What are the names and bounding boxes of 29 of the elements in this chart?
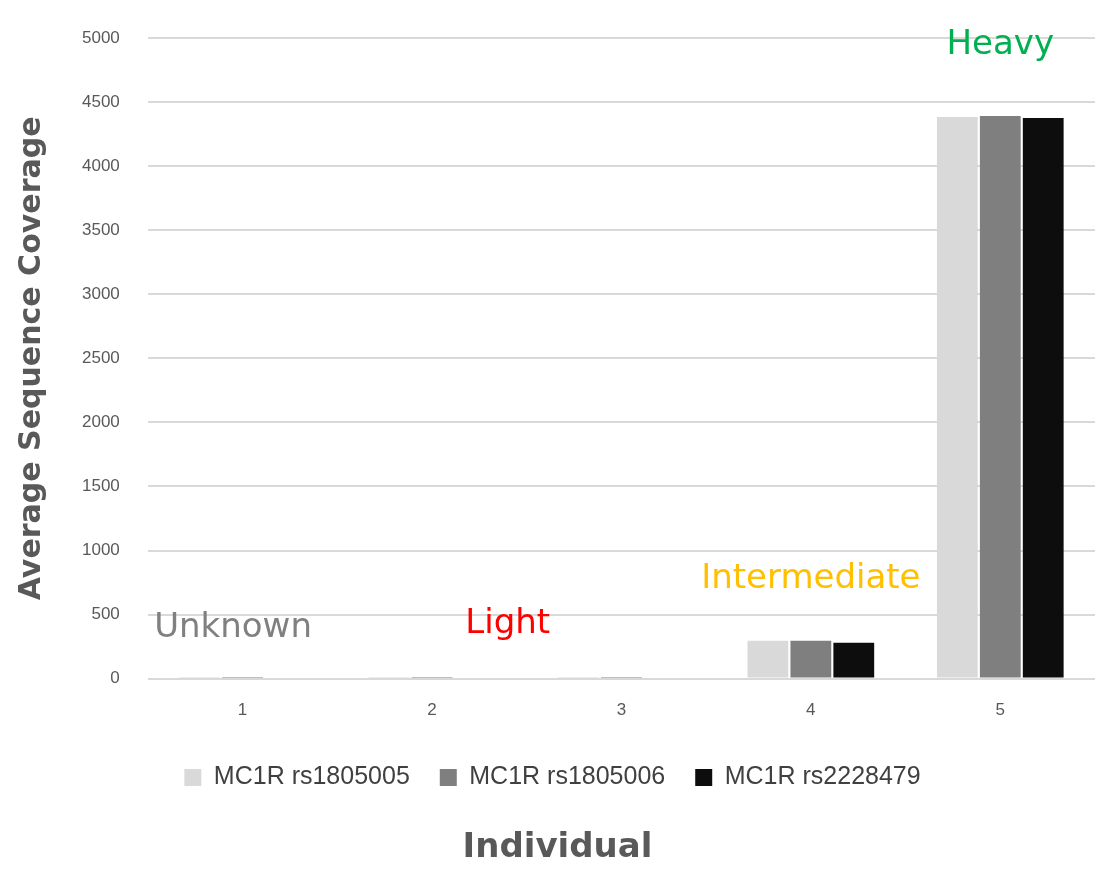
y-axis-title: Average Sequence Coverage bbox=[11, 116, 47, 601]
legend-label: MC1R rs1805006 bbox=[469, 761, 666, 790]
bar bbox=[790, 640, 832, 678]
y-tick-label: 1500 bbox=[81, 476, 120, 496]
y-tick-label: 4500 bbox=[81, 91, 120, 111]
bar bbox=[979, 115, 1021, 678]
y-tick-label: 0 bbox=[110, 668, 120, 688]
y-tick-label: 500 bbox=[91, 604, 120, 624]
annotation: Intermediate bbox=[701, 556, 921, 597]
x-tick-label: 3 bbox=[616, 700, 627, 720]
y-tick-label: 4000 bbox=[81, 155, 120, 175]
x-tick-label: 4 bbox=[806, 700, 816, 720]
legend-label: MC1R rs1805005 bbox=[213, 761, 410, 790]
bar bbox=[1022, 117, 1064, 678]
annotation: Unknown bbox=[154, 605, 312, 646]
bar bbox=[833, 642, 875, 678]
y-tick-label: 3000 bbox=[81, 284, 120, 304]
legend-label: MC1R rs2228479 bbox=[724, 761, 921, 790]
x-axis-title: Individual bbox=[461, 825, 654, 865]
y-tick-label: 5000 bbox=[81, 27, 120, 47]
y-tick-label: 1000 bbox=[81, 540, 120, 560]
x-tick-label: 1 bbox=[237, 700, 248, 720]
annotation: Light bbox=[465, 601, 551, 642]
annotation: Heavy bbox=[946, 22, 1055, 63]
x-tick-label: 2 bbox=[427, 700, 437, 720]
x-tick-label: 5 bbox=[995, 700, 1006, 720]
y-tick-label: 2500 bbox=[81, 348, 120, 368]
y-tick-label: 3500 bbox=[81, 220, 120, 240]
y-tick-label: 2000 bbox=[81, 412, 120, 432]
